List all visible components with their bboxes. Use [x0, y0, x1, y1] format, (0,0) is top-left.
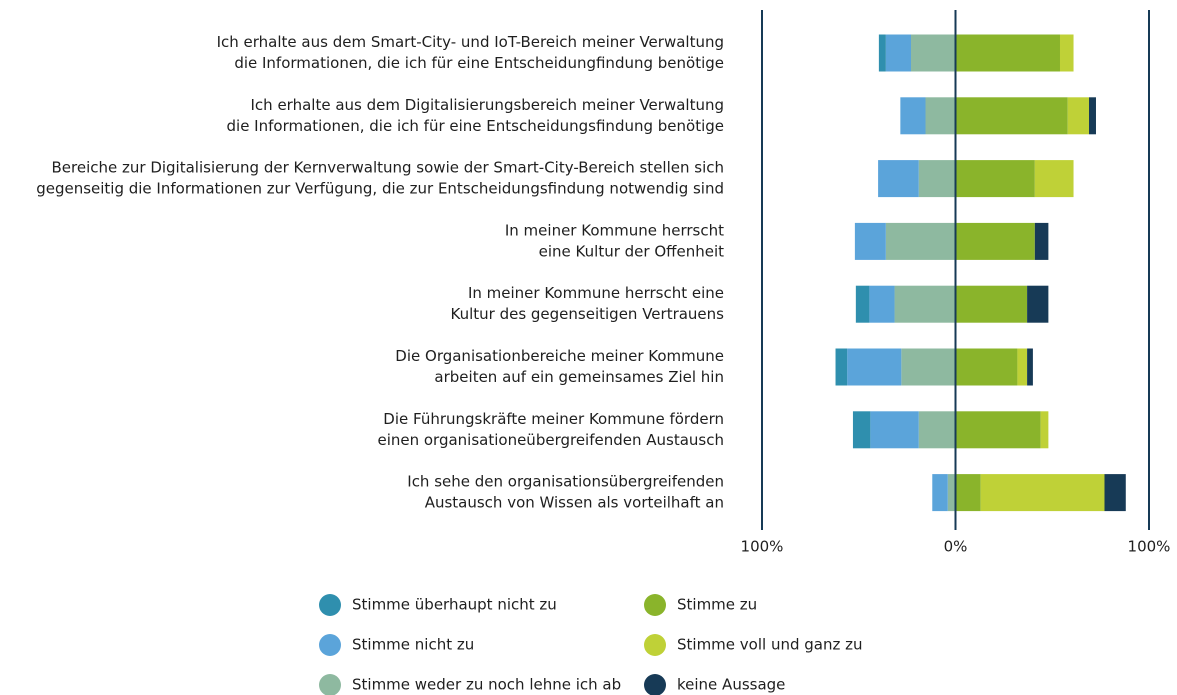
- bar-segment: [900, 97, 926, 135]
- bar-segment: [1089, 97, 1096, 135]
- bar-segment: [1017, 348, 1028, 386]
- legend-swatch: [644, 594, 666, 616]
- category-label: In meiner Kommune herrscht eine: [468, 284, 724, 302]
- x-tick-label: 100%: [1128, 538, 1171, 556]
- category-label: Ich erhalte aus dem Digitalisierungsbere…: [251, 96, 725, 114]
- category-label: einen organisationeübergreifenden Austau…: [377, 431, 724, 449]
- bar-segment: [1034, 160, 1074, 198]
- bar-segment: [955, 474, 981, 512]
- legend-label: Stimme überhaupt nicht zu: [352, 596, 557, 614]
- bar-segment: [955, 285, 1028, 323]
- bar-segment: [1040, 411, 1049, 449]
- bar-segment: [925, 97, 956, 135]
- bar-segment: [835, 348, 848, 386]
- bar-segment: [894, 285, 956, 323]
- bar-segment: [878, 34, 886, 72]
- bar-segment: [1027, 348, 1033, 386]
- bar-segment: [1104, 474, 1126, 512]
- legend-label: Stimme nicht zu: [352, 636, 474, 654]
- category-label: Die Organisationbereiche meiner Kommune: [395, 347, 724, 365]
- legend-label: keine Aussage: [677, 676, 785, 694]
- bar-segment: [901, 348, 956, 386]
- category-label: die Informationen, die ich für eine Ents…: [227, 117, 725, 135]
- bar-segment: [885, 34, 911, 72]
- category-label: eine Kultur der Offenheit: [539, 242, 724, 260]
- category-label: gegenseitig die Informationen zur Verfüg…: [36, 180, 724, 198]
- bar-segment: [1027, 285, 1049, 323]
- category-label: Ich erhalte aus dem Smart-City- und IoT-…: [217, 33, 724, 51]
- bar-segment: [947, 474, 956, 512]
- bar-segment: [932, 474, 948, 512]
- bar-segment: [878, 160, 919, 198]
- bar-segment: [852, 411, 871, 449]
- category-label: In meiner Kommune herrscht: [505, 221, 724, 239]
- bar-segment: [854, 222, 886, 260]
- x-tick-label: 100%: [741, 538, 784, 556]
- bar-segment: [1059, 34, 1074, 72]
- bar-segment: [918, 411, 956, 449]
- bar-segment: [955, 222, 1035, 260]
- bar-segment: [955, 160, 1035, 198]
- bar-segment: [1034, 222, 1049, 260]
- bar-segment: [918, 160, 956, 198]
- bar-segment: [955, 97, 1068, 135]
- category-label: die Informationen, die ich für eine Ents…: [234, 54, 724, 72]
- legend-swatch: [644, 674, 666, 695]
- category-label: Bereiche zur Digitalisierung der Kernver…: [52, 159, 725, 177]
- bar-segment: [955, 348, 1018, 386]
- bar-segment: [855, 285, 870, 323]
- bar-segment: [870, 411, 919, 449]
- legend-label: Stimme weder zu noch lehne ich ab: [352, 676, 621, 694]
- bar-segment: [869, 285, 895, 323]
- category-label: Kultur des gegenseitigen Vertrauens: [450, 305, 724, 323]
- bar-segment: [885, 222, 956, 260]
- category-label: Ich sehe den organisationsübergreifenden: [407, 473, 724, 491]
- bar-segment: [955, 34, 1060, 72]
- category-label: Austausch von Wissen als vorteilhaft an: [425, 494, 724, 512]
- category-label: arbeiten auf ein gemeinsames Ziel hin: [434, 368, 724, 386]
- legend-label: Stimme zu: [677, 596, 757, 614]
- legend-swatch: [319, 674, 341, 695]
- x-tick-label: 0%: [944, 538, 968, 556]
- category-label: Die Führungskräfte meiner Kommune förder…: [383, 410, 724, 428]
- bar-segment: [847, 348, 902, 386]
- legend-label: Stimme voll und ganz zu: [677, 636, 863, 654]
- bar-segment: [955, 411, 1041, 449]
- bar-segment: [910, 34, 956, 72]
- legend-swatch: [644, 634, 666, 656]
- bar-segment: [980, 474, 1105, 512]
- bar-segment: [1067, 97, 1090, 135]
- legend-swatch: [319, 634, 341, 656]
- legend-swatch: [319, 594, 341, 616]
